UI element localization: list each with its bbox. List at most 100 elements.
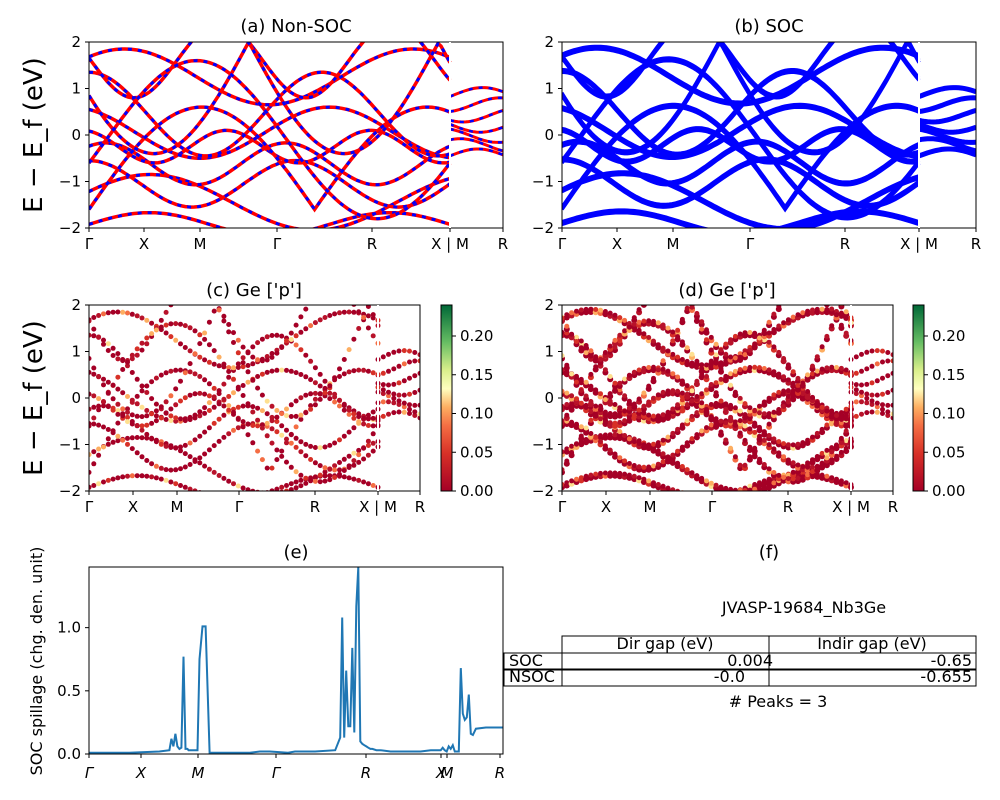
projected-dot (361, 445, 367, 451)
projected-dot (728, 371, 734, 377)
projected-dot (279, 432, 285, 438)
projected-dot (192, 488, 198, 491)
projected-dot (713, 390, 719, 396)
projected-dot (356, 452, 362, 458)
projected-dot (298, 329, 304, 335)
band-soc-dash-11 (89, 59, 452, 221)
table-header-dir-gap: Dir gap (eV) (617, 634, 714, 653)
projected-dot (370, 409, 376, 415)
projected-dot (800, 310, 806, 316)
projected-dot (869, 409, 875, 415)
projected-dot (626, 398, 632, 404)
projected-dot (317, 479, 323, 485)
projected-dot (284, 459, 289, 465)
projected-dot (144, 335, 150, 341)
projected-dot (245, 379, 251, 385)
projected-dot (182, 451, 188, 457)
projected-dot (694, 315, 700, 321)
projected-dot (675, 354, 681, 360)
info-panel: JVASP-19684_Nb3Ge Dir gap (eV) Indir gap… (503, 598, 977, 711)
projected-dot (269, 403, 275, 409)
projected-dot (713, 380, 719, 386)
projected-dot (412, 390, 418, 395)
projected-dot (675, 334, 681, 340)
projected-dot (91, 483, 97, 488)
projected-dot (212, 494, 217, 499)
projected-dot (412, 402, 418, 408)
projected-dot (757, 335, 762, 341)
projected-dot (593, 434, 599, 440)
projected-dot (284, 427, 289, 433)
projected-dot (386, 382, 391, 388)
projected-dot (89, 452, 92, 458)
projected-dot (578, 376, 584, 382)
projected-dot (96, 334, 102, 340)
projected-dot (718, 366, 724, 372)
projected-dot (641, 476, 647, 482)
projected-dot (598, 391, 603, 397)
projected-dot (401, 404, 407, 410)
projected-dot (327, 466, 333, 472)
projected-dot (134, 376, 140, 382)
projected-dot (240, 403, 246, 409)
projected-dot (231, 330, 236, 336)
xtick-label: M (644, 498, 657, 516)
projected-dot (370, 423, 376, 429)
projected-dot (766, 442, 772, 448)
projected-dot (796, 283, 801, 288)
projected-dot (370, 483, 376, 488)
projected-dot (694, 410, 700, 416)
projected-dot (293, 435, 299, 441)
cbtick-label: 0.20 (932, 327, 965, 345)
projected-dot (771, 392, 777, 398)
projected-dot (810, 307, 815, 313)
projected-dot (412, 413, 418, 418)
projected-dot (235, 350, 241, 356)
projected-dot (838, 310, 844, 316)
projected-dot (583, 405, 589, 410)
projected-dot (332, 467, 338, 473)
projected-dot (322, 444, 328, 450)
projected-dot (742, 348, 748, 354)
projected-dot (105, 477, 111, 483)
projected-dot (704, 362, 709, 368)
xtick-label: R (367, 235, 377, 253)
projected-dot (255, 357, 261, 363)
projected-dot (206, 466, 212, 472)
xtick-label: M (171, 498, 184, 516)
projected-dot (766, 466, 772, 472)
projected-dot (593, 410, 599, 416)
projected-dot (91, 404, 97, 410)
projected-dot (401, 378, 407, 384)
projected-dot (259, 371, 265, 377)
projected-dot (636, 464, 642, 470)
projected-dot (259, 457, 265, 463)
projected-dot (274, 457, 280, 463)
projected-dot (284, 367, 289, 373)
projected-dot (607, 447, 613, 453)
band-nsoc-line-8 (89, 42, 452, 100)
projected-dot (380, 399, 386, 405)
projected-dot (752, 420, 758, 426)
projected-dot (125, 414, 130, 420)
projected-dot (761, 411, 767, 417)
projected-dot (255, 385, 261, 391)
projected-dot (864, 395, 870, 401)
projected-dot (250, 344, 256, 350)
cbtick-label: 0.10 (932, 405, 965, 423)
projected-dot (178, 367, 183, 373)
projected-dot (178, 341, 183, 347)
panel-f-title: (f) (759, 542, 779, 563)
projected-dot (660, 345, 666, 351)
projected-dot (317, 445, 323, 451)
projected-dot (636, 327, 642, 333)
projected-dot (245, 421, 251, 427)
projected-dot (612, 411, 618, 417)
projected-dot (274, 414, 280, 420)
projected-dot (776, 450, 782, 456)
projected-dot (182, 416, 188, 422)
projected-dot (380, 370, 386, 376)
projected-dot (312, 365, 318, 371)
